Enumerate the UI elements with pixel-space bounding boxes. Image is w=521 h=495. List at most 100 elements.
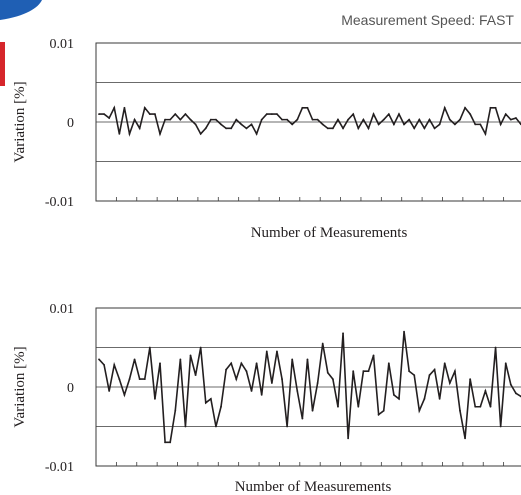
c2-point-11 [154,397,156,400]
chart-1: -0.01 0 0.01 Variation [%] Number of Measu… [12,37,521,241]
c1-point-67 [438,123,441,126]
c1-y-tick-label-1: 0 [67,116,74,131]
c2-point-26 [230,362,233,365]
c1-point-42 [311,118,314,121]
c1-point-36 [281,118,283,121]
c2-point-57 [387,362,390,365]
c1-point-44 [321,123,324,126]
c2-point-79 [499,425,502,428]
c1-point-50 [352,113,355,115]
c1-point-66 [433,127,436,130]
c2-point-5 [123,394,126,396]
c2-point-61 [408,370,411,373]
c2-y-tick-label-2: 0.01 [50,302,75,317]
c2-point-0 [98,358,100,361]
c2-point-2 [108,390,111,392]
c2-point-48 [342,332,344,335]
c1-point-24 [220,123,222,126]
c2-point-9 [143,378,146,380]
c2-point-63 [418,409,421,412]
c2-point-43 [316,382,319,384]
c1-point-10 [148,113,151,115]
c1-point-25 [225,127,228,130]
c1-point-27 [235,118,238,121]
c2-point-70 [454,370,456,373]
c2-point-50 [352,370,355,373]
c1-point-35 [276,113,278,115]
c1-point-62 [413,127,416,130]
c1-point-60 [403,123,405,126]
c1-point-4 [118,132,121,135]
c2-point-27 [235,378,238,380]
c2-point-40 [301,417,304,420]
c1-y-tick-label-0: -0.01 [45,195,74,210]
c2-point-71 [459,409,461,412]
c2-point-16 [179,358,182,361]
c2-point-12 [159,362,161,365]
c1-point-26 [230,127,233,130]
c1-point-37 [286,118,289,121]
c1-point-80 [504,113,507,115]
c2-point-42 [311,409,314,412]
chart-1-series-line [99,105,521,137]
c2-point-33 [265,350,268,353]
c1-y-tick-label-2: 0.01 [50,37,75,52]
c2-point-21 [204,401,207,404]
c2-point-76 [484,390,487,392]
c1-point-43 [316,118,319,121]
chart-2-y-tick-labels: -0.01 0 0.01 [45,302,74,475]
c1-point-7 [133,118,136,121]
c1-point-56 [382,118,385,121]
c1-point-45 [326,127,329,130]
c1-point-71 [459,118,461,121]
corner-red-tab [0,42,5,86]
c2-point-34 [270,382,273,384]
c1-point-74 [474,123,477,126]
c2-point-59 [398,397,400,400]
c1-point-18 [189,118,192,121]
c1-point-47 [337,118,339,121]
c1-point-13 [164,118,166,121]
c1-point-15 [174,113,177,115]
chart-2-x-ticks [115,462,505,466]
c2-point-68 [443,362,446,365]
c1-point-14 [169,118,172,121]
c1-point-32 [260,118,263,121]
c2-point-17 [184,425,187,428]
c2-point-75 [479,405,482,408]
c2-y-tick-label-1: 0 [67,381,74,396]
chart-2-points [98,330,521,444]
c1-point-31 [255,132,258,135]
c1-point-52 [362,118,365,121]
c2-point-72 [464,437,466,440]
c1-point-41 [306,106,309,109]
c1-point-30 [250,123,253,126]
c2-point-52 [362,370,365,373]
c2-point-62 [413,374,416,377]
c1-point-29 [245,127,248,130]
c1-point-79 [499,123,502,126]
c1-point-16 [179,118,182,121]
c1-point-12 [159,132,161,135]
c2-point-10 [148,346,151,349]
c2-point-46 [331,378,334,380]
chart-2-y-axis-label: Variation [%] [12,346,28,427]
c1-point-23 [215,118,217,121]
c1-point-40 [301,106,304,109]
c2-point-19 [194,374,197,377]
c2-point-82 [515,392,517,395]
c1-point-78 [494,106,497,109]
c2-point-80 [504,362,507,365]
c2-point-31 [255,362,258,365]
c1-point-33 [265,113,268,115]
c2-point-39 [296,390,299,392]
c1-point-55 [377,123,380,126]
c2-point-35 [276,350,278,353]
c2-point-66 [433,368,436,371]
c1-point-54 [372,113,375,115]
c1-point-70 [454,123,456,126]
c2-point-49 [347,437,350,440]
c1-point-8 [138,127,141,130]
c1-point-58 [392,123,395,126]
